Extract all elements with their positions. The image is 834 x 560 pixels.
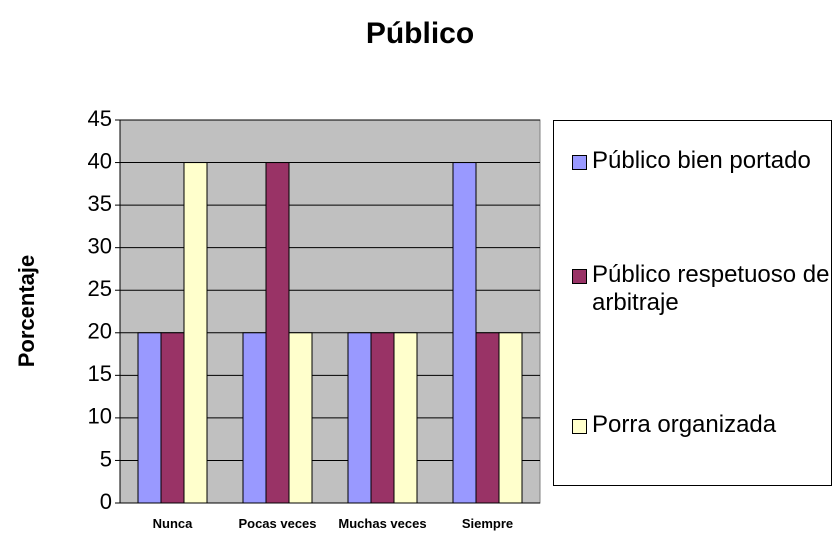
legend-swatch — [572, 269, 587, 284]
bar — [288, 332, 313, 504]
y-tick-label: 40 — [88, 148, 112, 173]
y-axis-label: Porcentaje — [14, 255, 39, 368]
x-tick-label: Nunca — [152, 516, 193, 531]
legend-entry: Público respetuoso de arbitraje — [572, 261, 832, 317]
legend-label: Público respetuoso de arbitraje — [592, 261, 830, 316]
y-tick-label: 35 — [88, 191, 112, 216]
bar — [498, 332, 523, 504]
y-tick-label: 15 — [88, 361, 112, 386]
chart-title: Público — [366, 17, 474, 50]
y-tick-label: 0 — [100, 489, 112, 514]
x-tick-label: Muchas veces — [338, 516, 427, 531]
bar — [183, 162, 208, 504]
y-tick-label: 10 — [88, 404, 112, 429]
legend-label: Porra organizada — [592, 411, 777, 438]
bar — [347, 332, 372, 504]
bar — [452, 162, 477, 504]
legend-label: Público bien portado — [592, 147, 811, 174]
x-tick-label: Pocas veces — [238, 516, 317, 531]
legend-entry: Porra organizada — [572, 411, 832, 439]
legend-swatch — [572, 155, 587, 170]
y-tick-label: 25 — [88, 276, 112, 301]
x-tick-label: Siempre — [461, 516, 514, 531]
legend-swatch — [572, 419, 587, 434]
bar — [137, 332, 162, 504]
bar — [242, 332, 267, 504]
bar — [370, 332, 395, 504]
bar — [393, 332, 418, 504]
y-tick-label: 30 — [88, 233, 112, 258]
legend-entry: Público bien portado — [572, 147, 832, 175]
y-tick-label: 20 — [88, 319, 112, 344]
y-tick-label: 45 — [88, 106, 112, 131]
bar — [475, 332, 500, 504]
legend: Público bien portado Público respetuoso d… — [553, 120, 832, 486]
bar — [160, 332, 185, 504]
bar — [265, 162, 290, 504]
y-tick-label: 5 — [100, 446, 112, 471]
